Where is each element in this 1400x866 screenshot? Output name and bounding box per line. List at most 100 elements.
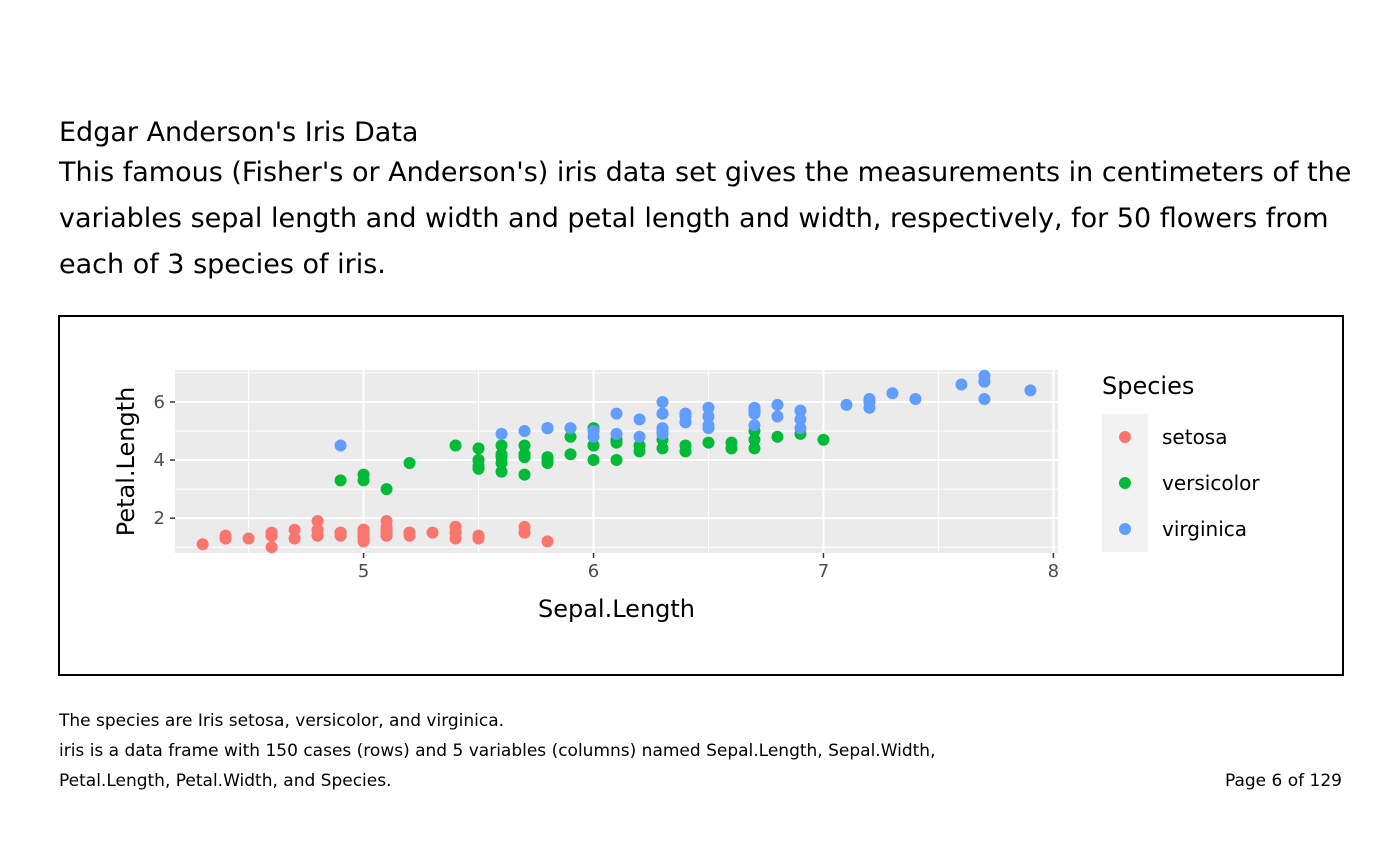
data-point-virginica xyxy=(633,430,646,443)
data-point-virginica xyxy=(978,393,991,406)
y-tick-label: 6 xyxy=(154,392,165,413)
data-point-virginica xyxy=(702,401,715,414)
x-tick-label: 6 xyxy=(588,561,599,582)
legend-key-versicolor xyxy=(1119,477,1131,489)
data-point-versicolor xyxy=(518,451,531,464)
data-point-setosa xyxy=(449,526,462,539)
data-point-virginica xyxy=(610,427,623,440)
data-point-versicolor xyxy=(495,465,508,478)
data-point-virginica xyxy=(679,410,692,423)
data-point-setosa xyxy=(265,529,278,542)
data-point-versicolor xyxy=(541,454,554,467)
data-point-setosa xyxy=(242,532,255,545)
data-point-versicolor xyxy=(380,483,393,496)
scatter-plot: 5 6 7 8 2 4 6 Sepal.Length Petal.Length Species se… xyxy=(112,369,1260,623)
legend-key-virginica xyxy=(1119,523,1131,535)
data-point-setosa xyxy=(265,541,278,554)
data-point-virginica xyxy=(633,413,646,426)
x-tick-label: 5 xyxy=(358,561,369,582)
data-point-versicolor xyxy=(748,433,761,446)
x-tick-label: 8 xyxy=(1048,561,1059,582)
data-point-versicolor xyxy=(725,442,738,455)
data-point-versicolor xyxy=(403,456,416,469)
data-point-setosa xyxy=(518,520,531,533)
data-point-virginica xyxy=(1024,384,1037,397)
data-point-versicolor xyxy=(472,462,485,475)
data-point-setosa xyxy=(380,523,393,536)
data-point-versicolor xyxy=(610,454,623,467)
data-point-setosa xyxy=(403,526,416,539)
data-point-virginica xyxy=(656,407,669,420)
footer-format-line1: iris is a data frame with 150 cases (row… xyxy=(59,741,936,761)
data-point-virginica xyxy=(702,410,715,423)
data-point-virginica xyxy=(863,401,876,414)
data-point-virginica xyxy=(909,393,922,406)
data-point-virginica xyxy=(495,427,508,440)
x-tick-label: 7 xyxy=(818,561,829,582)
data-point-virginica xyxy=(656,425,669,437)
data-point-versicolor xyxy=(472,454,485,467)
data-point-setosa xyxy=(380,515,393,528)
data-point-versicolor xyxy=(587,439,600,452)
data-point-setosa xyxy=(541,535,554,548)
data-point-setosa xyxy=(426,526,439,539)
data-point-setosa xyxy=(334,529,347,542)
data-point-setosa xyxy=(288,523,301,536)
data-point-versicolor xyxy=(357,474,370,487)
data-point-virginica xyxy=(794,413,807,426)
data-point-versicolor xyxy=(334,474,347,487)
data-point-virginica xyxy=(587,430,600,443)
data-point-versicolor xyxy=(518,468,531,481)
data-point-setosa xyxy=(196,538,209,551)
data-point-versicolor xyxy=(771,430,784,443)
footer-format-line2: Petal.Length, Petal.Width, and Species. xyxy=(59,771,392,791)
data-point-versicolor xyxy=(449,439,462,452)
y-axis-title: Petal.Length xyxy=(112,387,140,537)
data-point-versicolor xyxy=(748,442,761,455)
plot-frame: 5 6 7 8 2 4 6 Sepal.Length Petal.Length Species se… xyxy=(58,315,1344,676)
data-point-versicolor xyxy=(817,433,830,446)
data-point-versicolor xyxy=(702,436,715,449)
data-point-virginica xyxy=(656,395,669,408)
data-point-versicolor xyxy=(610,436,623,449)
data-point-virginica xyxy=(702,419,715,432)
data-point-virginica xyxy=(541,422,554,435)
document-heading: Edgar Anderson's Iris Data xyxy=(59,117,419,148)
data-point-virginica xyxy=(955,378,968,391)
data-point-virginica xyxy=(840,398,853,411)
data-point-versicolor xyxy=(472,442,485,455)
data-point-virginica xyxy=(334,439,347,452)
data-point-virginica xyxy=(886,387,899,400)
data-point-virginica xyxy=(771,398,784,411)
data-point-versicolor xyxy=(656,442,669,455)
data-point-versicolor xyxy=(518,439,531,452)
data-point-versicolor xyxy=(495,439,508,452)
data-point-virginica xyxy=(564,422,577,435)
data-point-versicolor xyxy=(564,430,577,443)
data-point-versicolor xyxy=(495,448,508,461)
data-point-setosa xyxy=(311,529,324,542)
footer-species-note: The species are Iris setosa, versicolor,… xyxy=(59,711,505,731)
y-tick-label: 2 xyxy=(154,508,165,529)
data-point-virginica xyxy=(748,404,761,417)
data-point-setosa xyxy=(219,532,232,545)
page-number: Page 6 of 129 xyxy=(1224,771,1342,791)
data-point-virginica xyxy=(794,404,807,417)
legend-title: Species xyxy=(1102,372,1194,400)
data-point-setosa xyxy=(288,532,301,545)
data-point-virginica xyxy=(748,419,761,432)
data-point-versicolor xyxy=(679,445,692,458)
data-point-virginica xyxy=(518,425,531,437)
legend-label-setosa: setosa xyxy=(1162,425,1227,449)
document-description: This famous (Fisher's or Anderson's) iri… xyxy=(59,157,1352,280)
data-point-setosa xyxy=(357,529,370,542)
data-point-virginica xyxy=(794,422,807,435)
data-point-virginica xyxy=(610,407,623,420)
data-point-virginica xyxy=(771,410,784,423)
data-point-setosa xyxy=(311,515,324,528)
data-point-setosa xyxy=(472,532,485,545)
legend-label-versicolor: versicolor xyxy=(1162,471,1260,495)
y-tick-label: 4 xyxy=(154,450,165,471)
legend-key-setosa xyxy=(1119,431,1131,443)
legend-label-virginica: virginica xyxy=(1162,517,1247,541)
